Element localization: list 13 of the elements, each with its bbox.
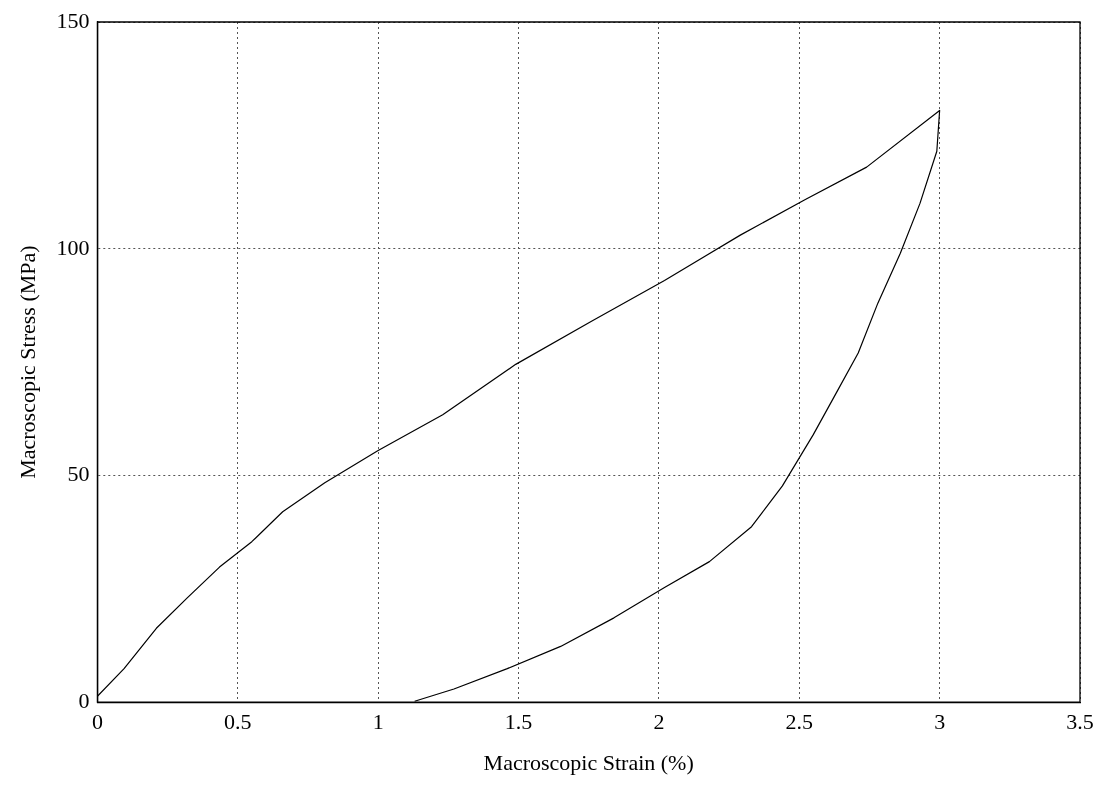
x-tick-label: 1: [372, 709, 384, 735]
x-tick-label: 2.5: [785, 709, 814, 735]
y-tick-label: 0: [78, 687, 90, 713]
x-tick-label: 1.5: [504, 709, 533, 735]
x-tick-label: 3: [934, 709, 946, 735]
x-tick-label: 3.5: [1066, 709, 1094, 735]
x-axis-title: Macroscopic Strain (%): [483, 749, 694, 775]
y-tick-label: 150: [56, 7, 90, 33]
y-axis-title: Macroscopic Stress (MPa): [14, 245, 40, 479]
y-tick-label: 100: [56, 234, 90, 260]
x-tick-label: 0.5: [224, 709, 252, 735]
y-tick-label: 50: [67, 461, 90, 487]
x-tick-label: 2: [653, 709, 665, 735]
